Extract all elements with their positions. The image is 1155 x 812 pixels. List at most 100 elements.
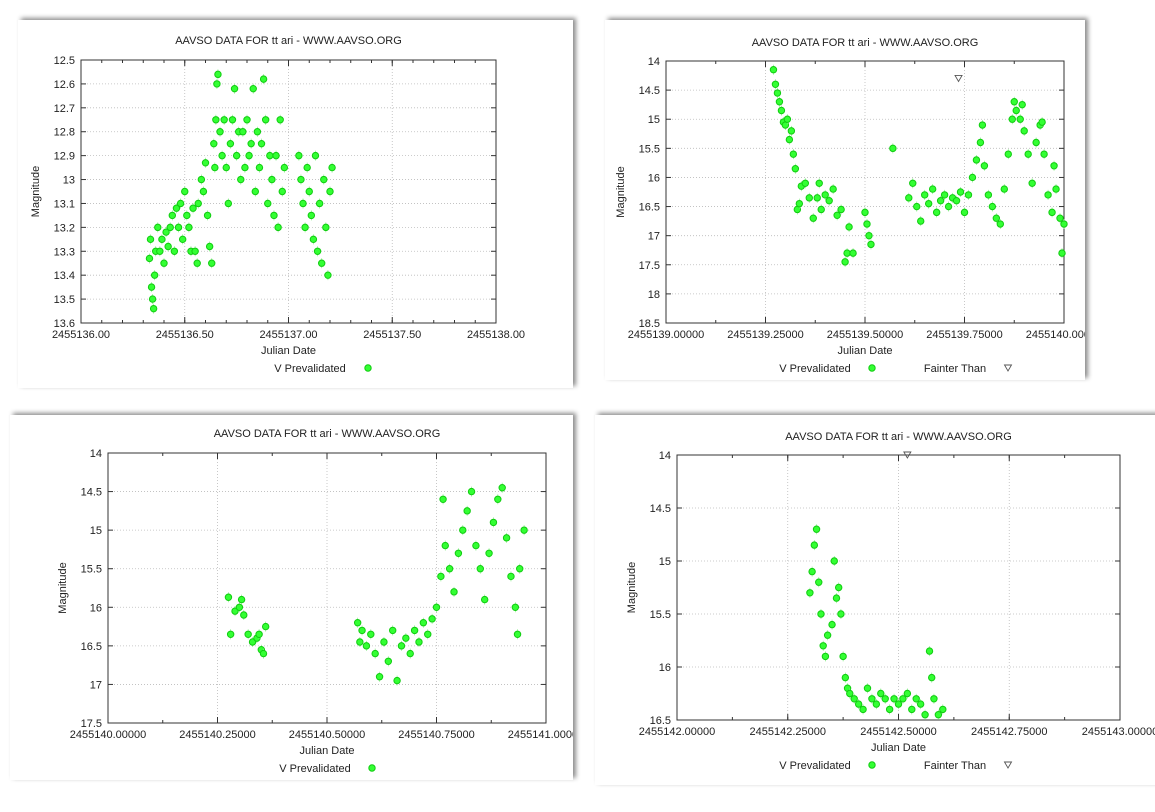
data-point: [940, 191, 949, 199]
data-point: [913, 202, 921, 211]
data-point: [463, 507, 471, 515]
data-point: [203, 211, 212, 220]
data-point: [899, 695, 907, 703]
data-point: [520, 526, 528, 534]
y-tick-label: 14.5: [650, 503, 671, 515]
y-tick-label: 13.1: [54, 198, 75, 210]
data-point: [216, 128, 224, 136]
data-point: [1010, 98, 1018, 106]
data-point: [148, 295, 157, 303]
series-v-prevalidated: [769, 64, 1068, 267]
y-tick-label: 14: [648, 56, 660, 68]
data-point: [908, 705, 916, 714]
y-tick-label: 15: [648, 114, 660, 126]
legend-marker: [868, 761, 876, 769]
data-point: [384, 657, 393, 665]
data-point: [825, 197, 833, 205]
legend-marker: [364, 364, 372, 372]
legend-label: V Prevalidated: [274, 363, 346, 375]
data-point: [930, 695, 938, 703]
data-point: [485, 549, 493, 557]
chart-panel-1: 12.5 12.6 12.7 12.8 12.9 13 13.1 13.2 13.3 13.4 13…: [18, 20, 573, 388]
y-tick-label: 12.9: [54, 151, 75, 163]
data-point: [1058, 249, 1066, 257]
data-point: [145, 254, 154, 263]
data-point: [259, 75, 268, 83]
data-point: [909, 179, 917, 187]
data-point: [769, 66, 778, 74]
data-point: [328, 163, 336, 172]
data-point: [178, 235, 187, 244]
data-point: [861, 208, 869, 217]
data-point: [226, 630, 235, 638]
data-point: [172, 204, 181, 212]
chart-panel-2: 14 14.5 15 15.5 16 16.5 17 17.5 18 18.52455139.00…: [605, 20, 1085, 380]
data-point: [305, 187, 313, 196]
data-point: [954, 75, 963, 83]
data-point: [507, 572, 515, 581]
data-point: [243, 116, 251, 124]
y-tick-label: 17: [648, 231, 660, 243]
data-point: [964, 191, 973, 199]
data-point: [934, 711, 943, 719]
data-point: [905, 194, 913, 202]
data-point: [432, 603, 441, 611]
chart-title: AAVSO DATA FOR tt ari - WWW.AAVSO.ORG: [175, 35, 402, 47]
data-point: [956, 188, 965, 196]
data-point: [247, 139, 255, 148]
data-point: [280, 163, 289, 172]
data-point: [845, 223, 853, 231]
data-point: [839, 652, 847, 661]
data-point: [228, 116, 237, 124]
data-point: [829, 185, 837, 193]
y-tick-label: 13: [63, 175, 75, 187]
data-point: [154, 223, 162, 232]
x-tick-label: 2455141.00000: [508, 729, 584, 741]
data-point: [297, 175, 305, 184]
data-point: [199, 187, 208, 196]
data-point: [266, 151, 274, 160]
panel-card: [605, 20, 1085, 380]
legend-label: V Prevalidated: [779, 760, 851, 772]
data-point: [185, 223, 193, 232]
data-point: [513, 630, 522, 638]
data-point: [1016, 115, 1024, 123]
data-point: [303, 163, 311, 172]
data-point: [932, 208, 941, 217]
data-point: [224, 593, 233, 601]
y-tick-label: 13.3: [54, 246, 75, 258]
data-point: [819, 642, 827, 650]
data-point: [939, 705, 947, 714]
data-point: [193, 259, 201, 267]
x-tick-label: 2455142.75000: [971, 726, 1047, 738]
y-tick-label: 12.6: [54, 79, 75, 91]
data-point: [264, 199, 272, 208]
data-point: [771, 80, 780, 88]
data-point: [313, 247, 322, 255]
data-point: [201, 159, 210, 167]
data-point: [1052, 185, 1060, 193]
data-point: [150, 271, 159, 279]
data-point: [968, 173, 977, 182]
data-point: [837, 205, 845, 214]
data-point: [183, 211, 191, 220]
data-point: [1012, 106, 1020, 115]
data-point: [912, 695, 920, 703]
data-point: [428, 615, 436, 623]
data-point: [925, 647, 934, 655]
data-point: [270, 211, 278, 220]
y-tick-label: 14.5: [81, 487, 102, 499]
data-point: [476, 565, 484, 573]
x-tick-label: 2455142.50000: [860, 726, 936, 738]
x-tick-label: 2455140.75000: [398, 729, 474, 741]
data-point: [232, 151, 241, 160]
legend-marker: [868, 364, 876, 372]
data-point: [249, 84, 257, 93]
data-point: [960, 208, 969, 217]
data-point: [833, 211, 841, 219]
series-v-prevalidated: [806, 524, 947, 720]
data-point: [268, 175, 276, 184]
data-point: [397, 642, 406, 650]
panel-card: [595, 415, 1155, 785]
